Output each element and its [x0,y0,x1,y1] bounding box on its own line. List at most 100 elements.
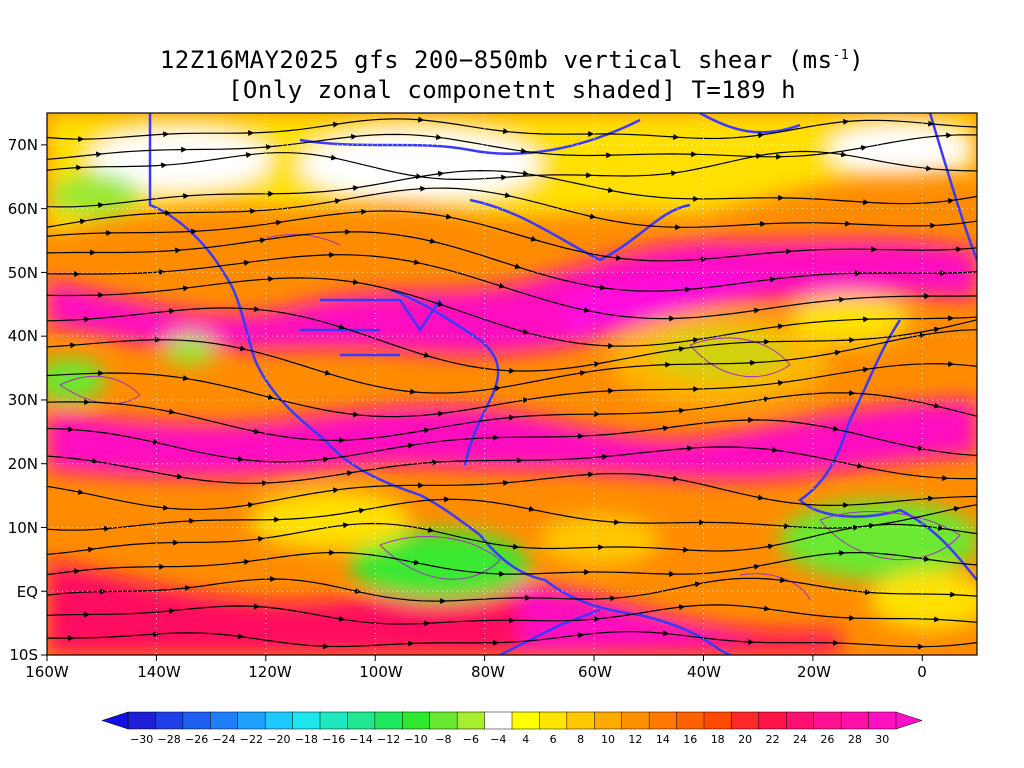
streamline-arrow [521,170,530,177]
streamline [47,150,977,181]
streamline-arrow [246,502,255,508]
streamline-arrow [72,568,81,575]
colorbar-label: 22 [765,733,780,746]
streamline-arrow [861,366,870,373]
coastlines [148,113,977,655]
streamline [47,118,977,140]
streamline-arrow [529,235,538,242]
streamline-arrow [242,558,251,565]
lat-label-40n: 40N [7,327,38,345]
streamline-arrow [582,307,591,313]
streamline-arrow [444,213,453,220]
streamline-arrow [406,442,415,449]
streamline-arrow [762,396,771,403]
streamline-arrow [357,507,366,514]
colorbar-label: −24 [212,733,236,746]
streamline-arrow [412,559,421,566]
lon-label-20w: 20W [797,663,831,681]
contours [59,234,961,601]
streamline-arrow [323,369,332,376]
streamline [47,577,977,602]
colorbar-label: −28 [157,733,181,746]
streamline-arrow [151,439,160,445]
streamline-arrow [592,616,601,623]
colorbar-swatch [484,711,513,730]
streamline-arrow [776,380,785,387]
streamline-arrow [671,475,680,482]
lat-label-30n: 30N [7,391,38,409]
colorbar-swatch [292,711,321,730]
streamline-arrow [837,296,846,303]
streamline-arrow [519,147,528,154]
streamline-arrow [497,282,506,289]
streamline-arrow [669,170,678,177]
streamline-arrow [161,504,170,511]
streamline-arrow [256,536,265,543]
streamline-arrow [242,259,251,266]
colorbar-swatch [840,711,870,730]
colorbar-swatch [594,711,623,730]
streamline-arrow [511,543,520,550]
streamline-arrow [754,153,763,160]
colorbar-label: −14 [349,733,373,746]
streamline-arrow [521,328,530,335]
streamline-arrow [321,456,330,463]
streamline-arrow [661,630,670,637]
colorbar-label: −20 [267,733,291,746]
streamline-arrow [78,218,87,225]
streamline-arrow [181,285,190,292]
streamline-arrow [839,151,848,158]
streamline-arrow [592,361,601,368]
streamline-arrow [661,425,670,432]
streamline-arrow [426,526,435,533]
streamline-arrow [833,349,842,356]
streamline-arrow [167,607,176,614]
streamline-arrow [175,473,184,480]
streamline-arrow [693,581,702,588]
streamline-arrow [932,402,941,409]
colorbar-swatch [676,711,705,730]
streamline-arrow [331,121,340,128]
lon-label-120w: 120W [248,663,292,681]
lon-label-160w: 160W [25,663,69,681]
streamlines [47,116,977,650]
streamline-arrow [351,279,360,285]
colorbar-label: 18 [710,733,725,746]
streamline-arrow [501,128,510,135]
streamline [47,419,977,463]
lon-label-60w: 60W [578,663,612,681]
streamline-arrow [752,307,761,314]
colorbar-label: −22 [239,733,263,746]
streamline-arrow [341,522,350,529]
streamline-arrow [831,425,840,432]
streamline-arrow [90,458,99,464]
streamline-arrow [167,408,176,415]
streamline-arrow [922,555,931,562]
lat-label-10s: 10S [9,646,38,664]
colorbar-label: −16 [322,733,346,746]
streamline-arrow [238,345,247,352]
streamline-arrow [337,615,346,622]
streamline-arrow [244,152,253,159]
colorbar-label: −8 [435,733,452,746]
streamline-arrow [252,306,261,313]
streamline-arrow [434,134,443,141]
colorbar-label: 30 [875,733,890,746]
colorbar-label: 16 [683,733,698,746]
streamline-arrow [236,633,245,640]
colorbar-label: −26 [184,733,209,746]
colorbar-max-arrow [895,711,923,730]
streamline-arrow [770,446,779,453]
colorbar-swatch [182,711,212,730]
lat-lon-grid [47,113,977,655]
colorbar-label: 28 [847,733,862,746]
colorbar-swatch [456,711,486,730]
streamline-arrow [677,407,686,414]
streamline-arrow [252,428,261,435]
colorbar-label: 8 [577,733,585,746]
colorbar-label: 4 [522,733,530,746]
colorbar-swatch [264,711,294,730]
streamline-arrow [183,585,192,592]
streamline-arrow [513,263,522,270]
